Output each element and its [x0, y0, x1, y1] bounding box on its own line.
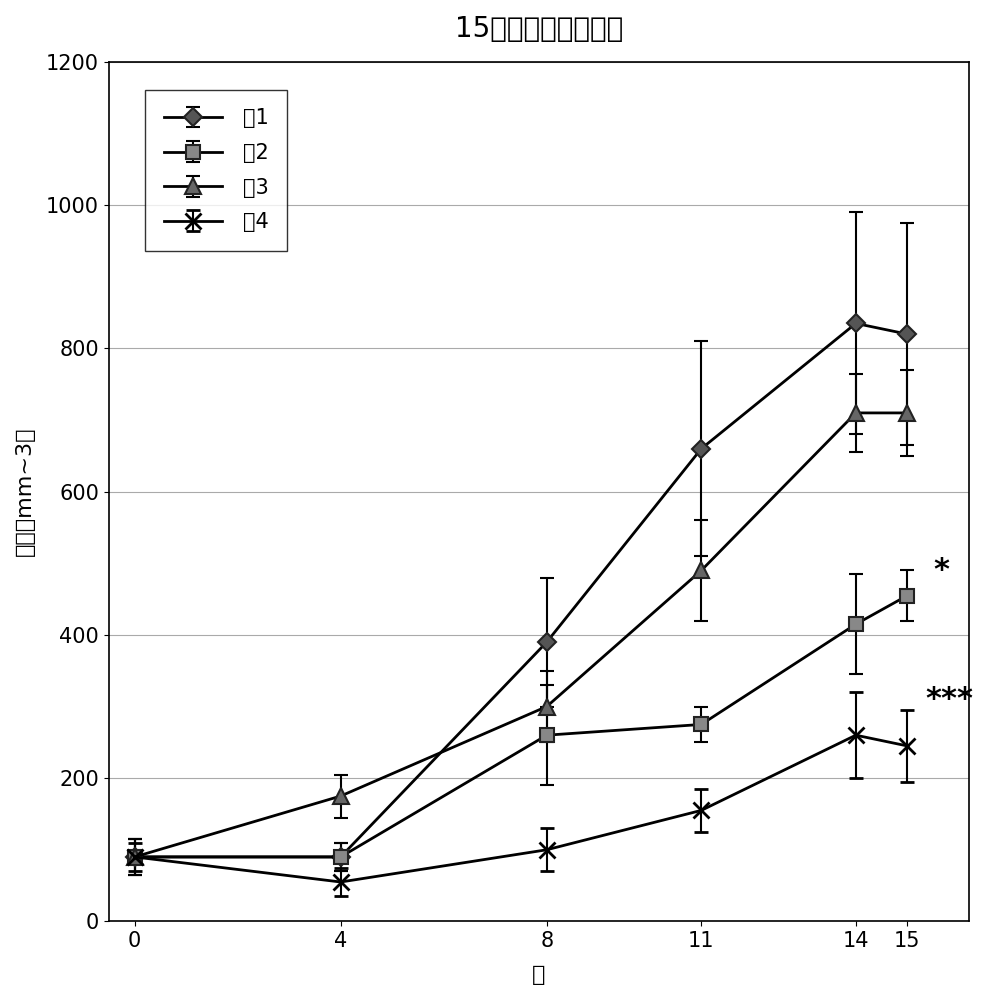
X-axis label: 天: 天	[532, 965, 546, 985]
Y-axis label: 体积（mm~3）: 体积（mm~3）	[15, 427, 35, 556]
Legend: 组1, 组2, 组3, 组4: 组1, 组2, 组3, 组4	[145, 90, 288, 251]
Text: *: *	[933, 556, 949, 585]
Text: ***: ***	[925, 685, 973, 714]
Title: 15天的肿瘾大小变化: 15天的肿瘾大小变化	[455, 15, 624, 43]
